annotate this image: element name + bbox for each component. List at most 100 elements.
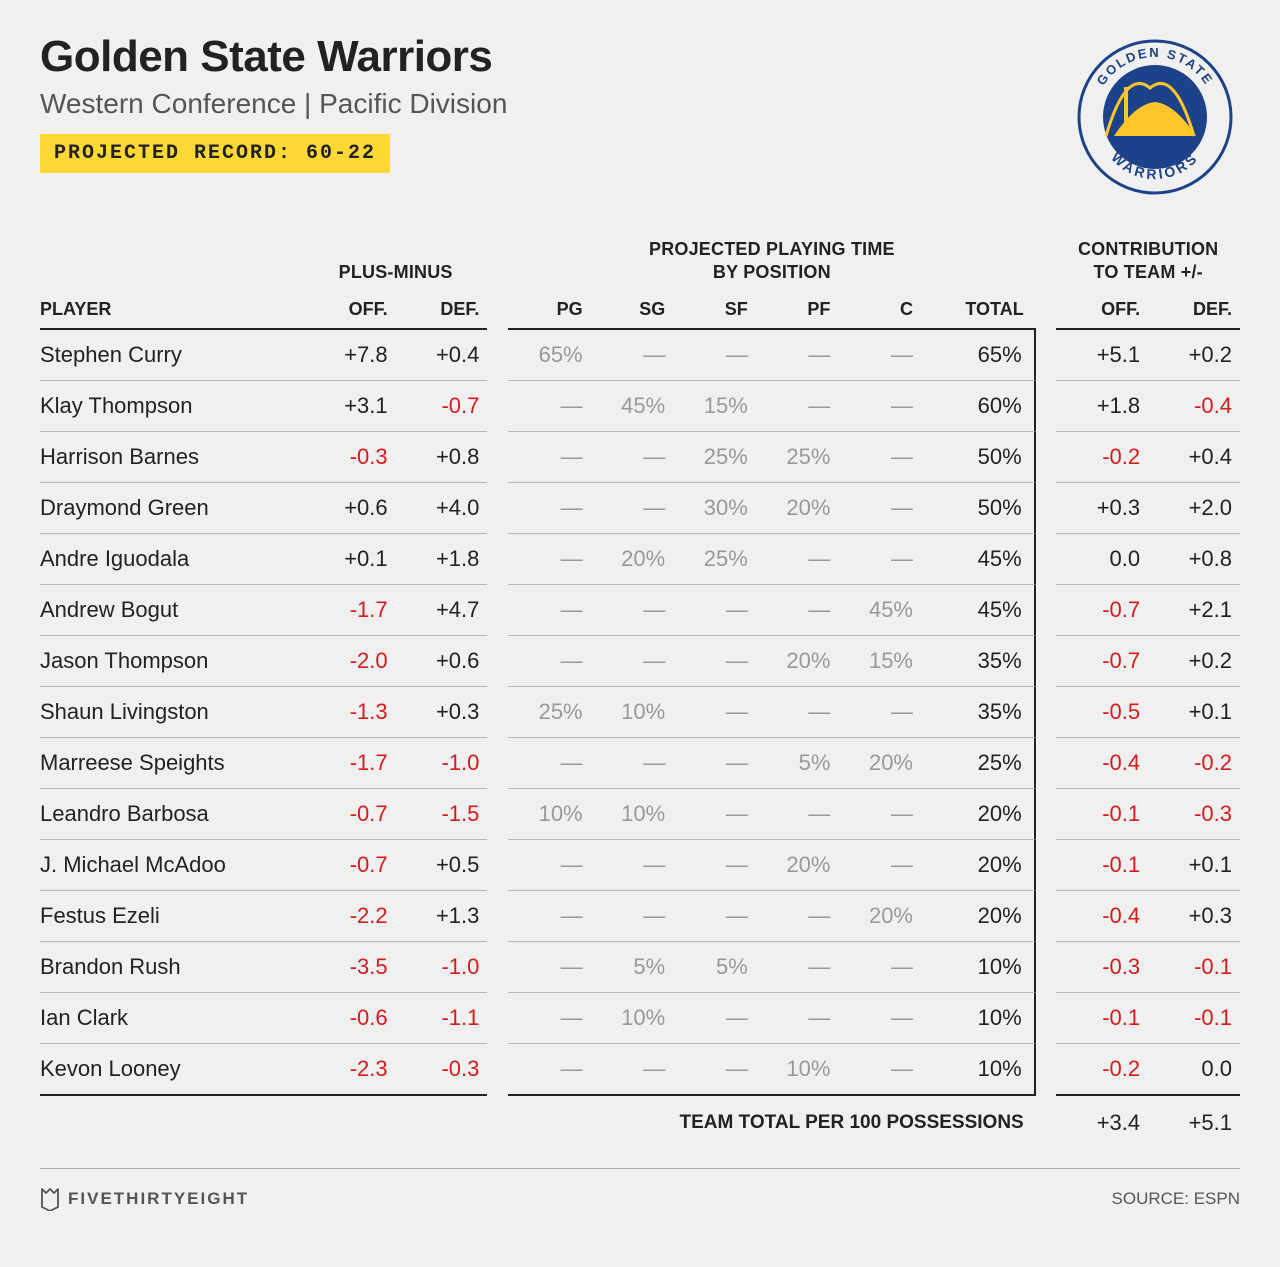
pos-c: — — [838, 992, 921, 1043]
pos-c: — — [838, 1043, 921, 1096]
hdr-sg: SG — [591, 293, 674, 328]
table-row: Shaun Livingston-1.3+0.325%10%———35%-0.5… — [40, 686, 1240, 737]
pos-pf: — — [756, 890, 839, 941]
contrib-def: -0.3 — [1148, 788, 1240, 839]
pos-sg: — — [591, 584, 674, 635]
pos-pf: — — [756, 686, 839, 737]
pm-off: -0.6 — [304, 992, 396, 1043]
total: 45% — [921, 584, 1036, 635]
pos-sf: — — [673, 890, 756, 941]
contrib-def: +0.2 — [1148, 635, 1240, 686]
pm-off: -0.3 — [304, 431, 396, 482]
total: 20% — [921, 890, 1036, 941]
pm-def: +0.3 — [396, 686, 488, 737]
pos-sf: — — [673, 737, 756, 788]
contrib-def: +0.3 — [1148, 890, 1240, 941]
table-row: Brandon Rush-3.5-1.0—5%5%——10%-0.3-0.1 — [40, 941, 1240, 992]
pos-pf: 20% — [756, 635, 839, 686]
contrib-def: +0.2 — [1148, 328, 1240, 380]
pos-sg: — — [591, 890, 674, 941]
table-row: Klay Thompson+3.1-0.7—45%15%——60%+1.8-0.… — [40, 380, 1240, 431]
player-name: Kevon Looney — [40, 1043, 304, 1096]
pos-sg: 45% — [591, 380, 674, 431]
contrib-def: -0.4 — [1148, 380, 1240, 431]
pm-def: -1.1 — [396, 992, 488, 1043]
pos-sg: — — [591, 1043, 674, 1096]
pm-def: +0.5 — [396, 839, 488, 890]
pm-def: -1.0 — [396, 941, 488, 992]
pos-sf: 15% — [673, 380, 756, 431]
pos-pg: — — [508, 839, 591, 890]
team-logo-icon: GOLDEN STATE WARRIORS — [1070, 32, 1240, 202]
contrib-def: +0.8 — [1148, 533, 1240, 584]
hdr-pm-def: DEF. — [396, 293, 488, 328]
team-name: Golden State Warriors — [40, 32, 507, 82]
contrib-off: -0.1 — [1056, 788, 1148, 839]
contrib-off: -0.4 — [1056, 737, 1148, 788]
pos-c: 20% — [838, 737, 921, 788]
pos-pg: — — [508, 584, 591, 635]
pm-def: +4.7 — [396, 584, 488, 635]
pos-c: — — [838, 380, 921, 431]
player-name: Stephen Curry — [40, 328, 304, 380]
total: 25% — [921, 737, 1036, 788]
pos-sg: 10% — [591, 788, 674, 839]
contrib-off: -0.3 — [1056, 941, 1148, 992]
contrib-def: +0.4 — [1148, 431, 1240, 482]
pm-off: -0.7 — [304, 839, 396, 890]
brand-text: FIVETHIRTYEIGHT — [68, 1189, 249, 1209]
pos-pf: 10% — [756, 1043, 839, 1096]
pos-sg: 20% — [591, 533, 674, 584]
player-name: Shaun Livingston — [40, 686, 304, 737]
team-card: Golden State Warriors Western Conference… — [0, 0, 1280, 1237]
contrib-off: +0.3 — [1056, 482, 1148, 533]
pos-c: 20% — [838, 890, 921, 941]
team-total-label: TEAM TOTAL PER 100 POSSESSIONS — [508, 1096, 1036, 1164]
pos-sf: 30% — [673, 482, 756, 533]
pm-off: +0.1 — [304, 533, 396, 584]
pos-pf: 25% — [756, 431, 839, 482]
contrib-off: -0.2 — [1056, 1043, 1148, 1096]
pos-pg: — — [508, 992, 591, 1043]
pos-sf: — — [673, 584, 756, 635]
pm-def: +0.4 — [396, 328, 488, 380]
pos-pf: 20% — [756, 839, 839, 890]
pos-pf: 20% — [756, 482, 839, 533]
pos-c: — — [838, 431, 921, 482]
pos-pf: — — [756, 788, 839, 839]
player-name: Festus Ezeli — [40, 890, 304, 941]
pos-pg: — — [508, 380, 591, 431]
hdr-total: TOTAL — [921, 293, 1036, 328]
team-total-off: +3.4 — [1056, 1096, 1148, 1164]
contrib-def: +2.1 — [1148, 584, 1240, 635]
pos-pg: — — [508, 737, 591, 788]
player-name: Ian Clark — [40, 992, 304, 1043]
pm-off: -1.3 — [304, 686, 396, 737]
pos-sg: 5% — [591, 941, 674, 992]
player-name: Brandon Rush — [40, 941, 304, 992]
pos-pg: 25% — [508, 686, 591, 737]
pm-off: +0.6 — [304, 482, 396, 533]
hdr-c: C — [838, 293, 921, 328]
pos-c: 45% — [838, 584, 921, 635]
table-row: Kevon Looney-2.3-0.3———10%—10%-0.20.0 — [40, 1043, 1240, 1096]
table-row: Marreese Speights-1.7-1.0———5%20%25%-0.4… — [40, 737, 1240, 788]
pos-pg: — — [508, 1043, 591, 1096]
total: 35% — [921, 635, 1036, 686]
contrib-def: -0.1 — [1148, 941, 1240, 992]
pos-c: — — [838, 839, 921, 890]
total: 10% — [921, 1043, 1036, 1096]
pos-pf: — — [756, 584, 839, 635]
player-name: Andre Iguodala — [40, 533, 304, 584]
player-name: Leandro Barbosa — [40, 788, 304, 839]
pos-pg: 10% — [508, 788, 591, 839]
pos-pg: — — [508, 635, 591, 686]
pos-sf: — — [673, 635, 756, 686]
pm-off: -2.2 — [304, 890, 396, 941]
contrib-off: 0.0 — [1056, 533, 1148, 584]
total: 50% — [921, 431, 1036, 482]
pos-sf: 5% — [673, 941, 756, 992]
stats-table: PLUS-MINUS PROJECTED PLAYING TIMEBY POSI… — [40, 238, 1240, 1164]
pos-pg: — — [508, 482, 591, 533]
contrib-def: -0.1 — [1148, 992, 1240, 1043]
